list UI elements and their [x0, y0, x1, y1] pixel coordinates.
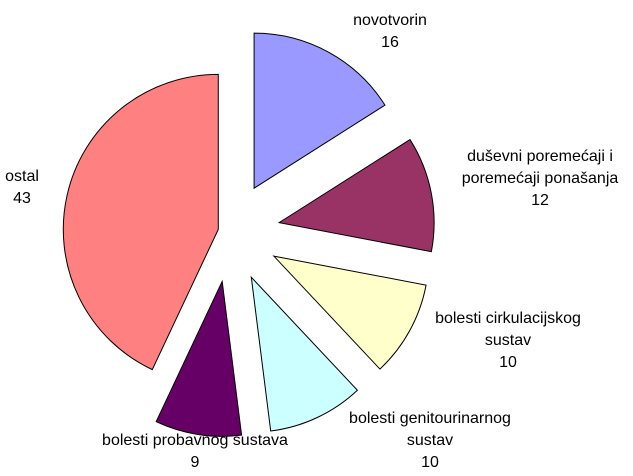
pie-slice: [272, 255, 427, 370]
slice-name: duševni poremećaji i poremećaji ponašanj…: [461, 148, 619, 187]
slice-value: 9: [190, 454, 200, 471]
pie-slice: [277, 138, 435, 253]
slice-name: ostal: [5, 168, 39, 185]
slice-label: bolesti probavnog sustava 9: [60, 430, 330, 474]
pie-slice: [62, 73, 219, 371]
slice-label: novotvorin 16: [320, 10, 460, 54]
slice-value: 12: [531, 192, 549, 209]
pie-slice: [250, 275, 359, 432]
slice-value: 16: [381, 34, 399, 51]
pie-slice: [253, 32, 386, 190]
slice-label: duševni poremećaji i poremećaji ponašanj…: [447, 146, 633, 212]
slice-name: bolesti probavnog sustava: [102, 432, 288, 449]
slice-label: bolesti cirkulacijskog sustav 10: [420, 308, 596, 374]
slice-value: 43: [13, 190, 31, 207]
slice-label: ostal 43: [0, 166, 44, 210]
slice-value: 10: [499, 354, 517, 371]
slice-value: 10: [421, 454, 439, 471]
slice-label: bolesti genitourinarnog sustav 10: [340, 408, 520, 474]
slice-name: bolesti cirkulacijskog sustav: [435, 310, 581, 349]
pie-slice: [155, 279, 243, 437]
slice-name: bolesti genitourinarnog sustav: [349, 410, 511, 449]
slice-name: novotvorin: [353, 12, 427, 29]
